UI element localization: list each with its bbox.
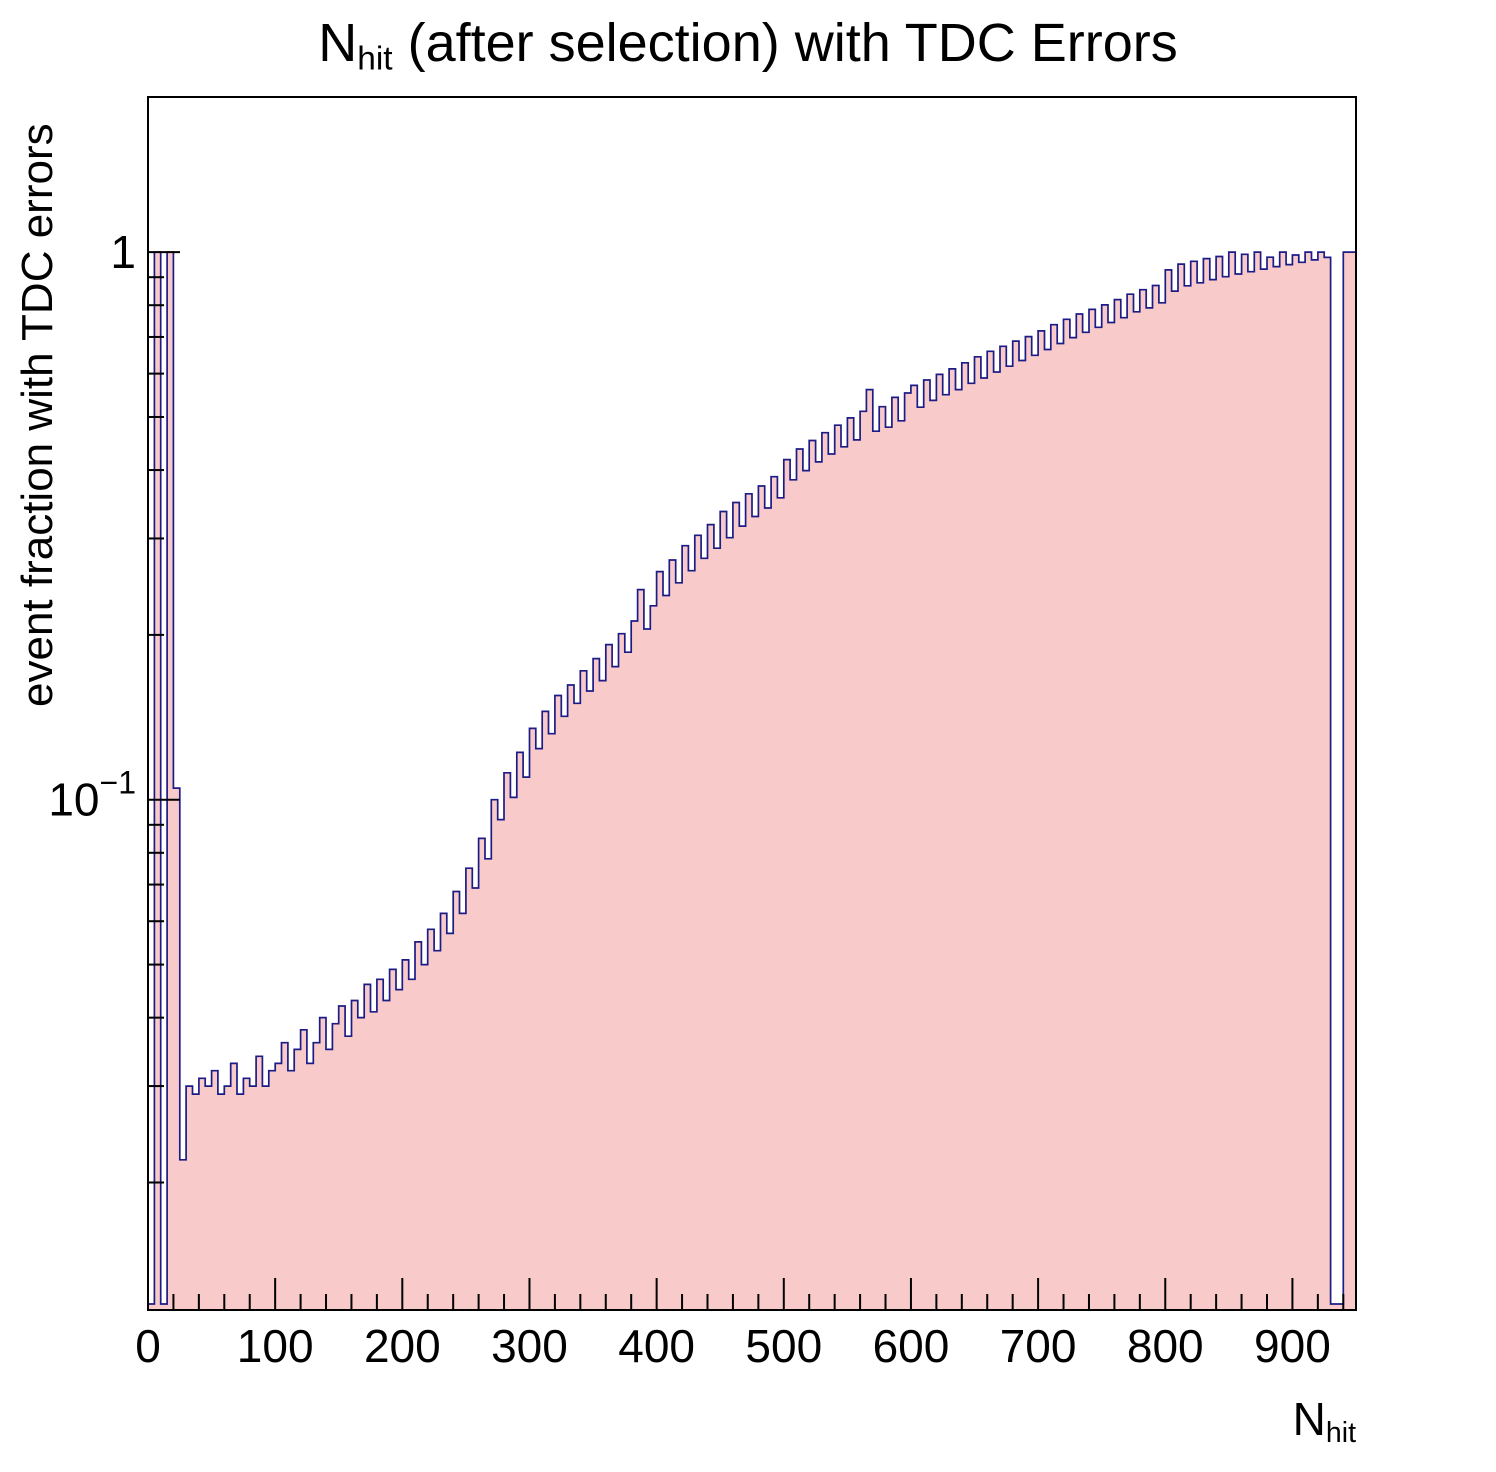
x-tick-label: 600 <box>873 1320 950 1372</box>
x-tick-label: 700 <box>1000 1320 1077 1372</box>
histogram-fill <box>148 252 1356 1311</box>
x-axis-title: Nhit <box>1293 1392 1356 1450</box>
y-tick-label: 10−1 <box>48 765 136 826</box>
y-tick-label: 1 <box>110 226 136 278</box>
x-axis-title-main: N <box>1292 1393 1326 1445</box>
chart-title-rest: (after selection) with TDC Errors <box>392 13 1178 73</box>
x-tick-label: 900 <box>1254 1320 1331 1372</box>
x-tick-label: 800 <box>1127 1320 1204 1372</box>
x-tick-label: 400 <box>618 1320 695 1372</box>
x-tick-label: 300 <box>491 1320 568 1372</box>
chart-title: Nhit (after selection) with TDC Errors <box>0 12 1496 78</box>
x-tick-label: 200 <box>364 1320 441 1372</box>
chart-title-subscript: hit <box>357 40 393 78</box>
x-axis-title-subscript: hit <box>1325 1417 1356 1450</box>
x-tick-label: 100 <box>237 1320 314 1372</box>
x-tick-label: 0 <box>135 1320 161 1372</box>
plot-frame <box>147 96 1357 1311</box>
chart-title-prefix: N <box>318 13 358 73</box>
histogram-outline <box>147 251 1357 1310</box>
x-tick-label: 500 <box>745 1320 822 1372</box>
